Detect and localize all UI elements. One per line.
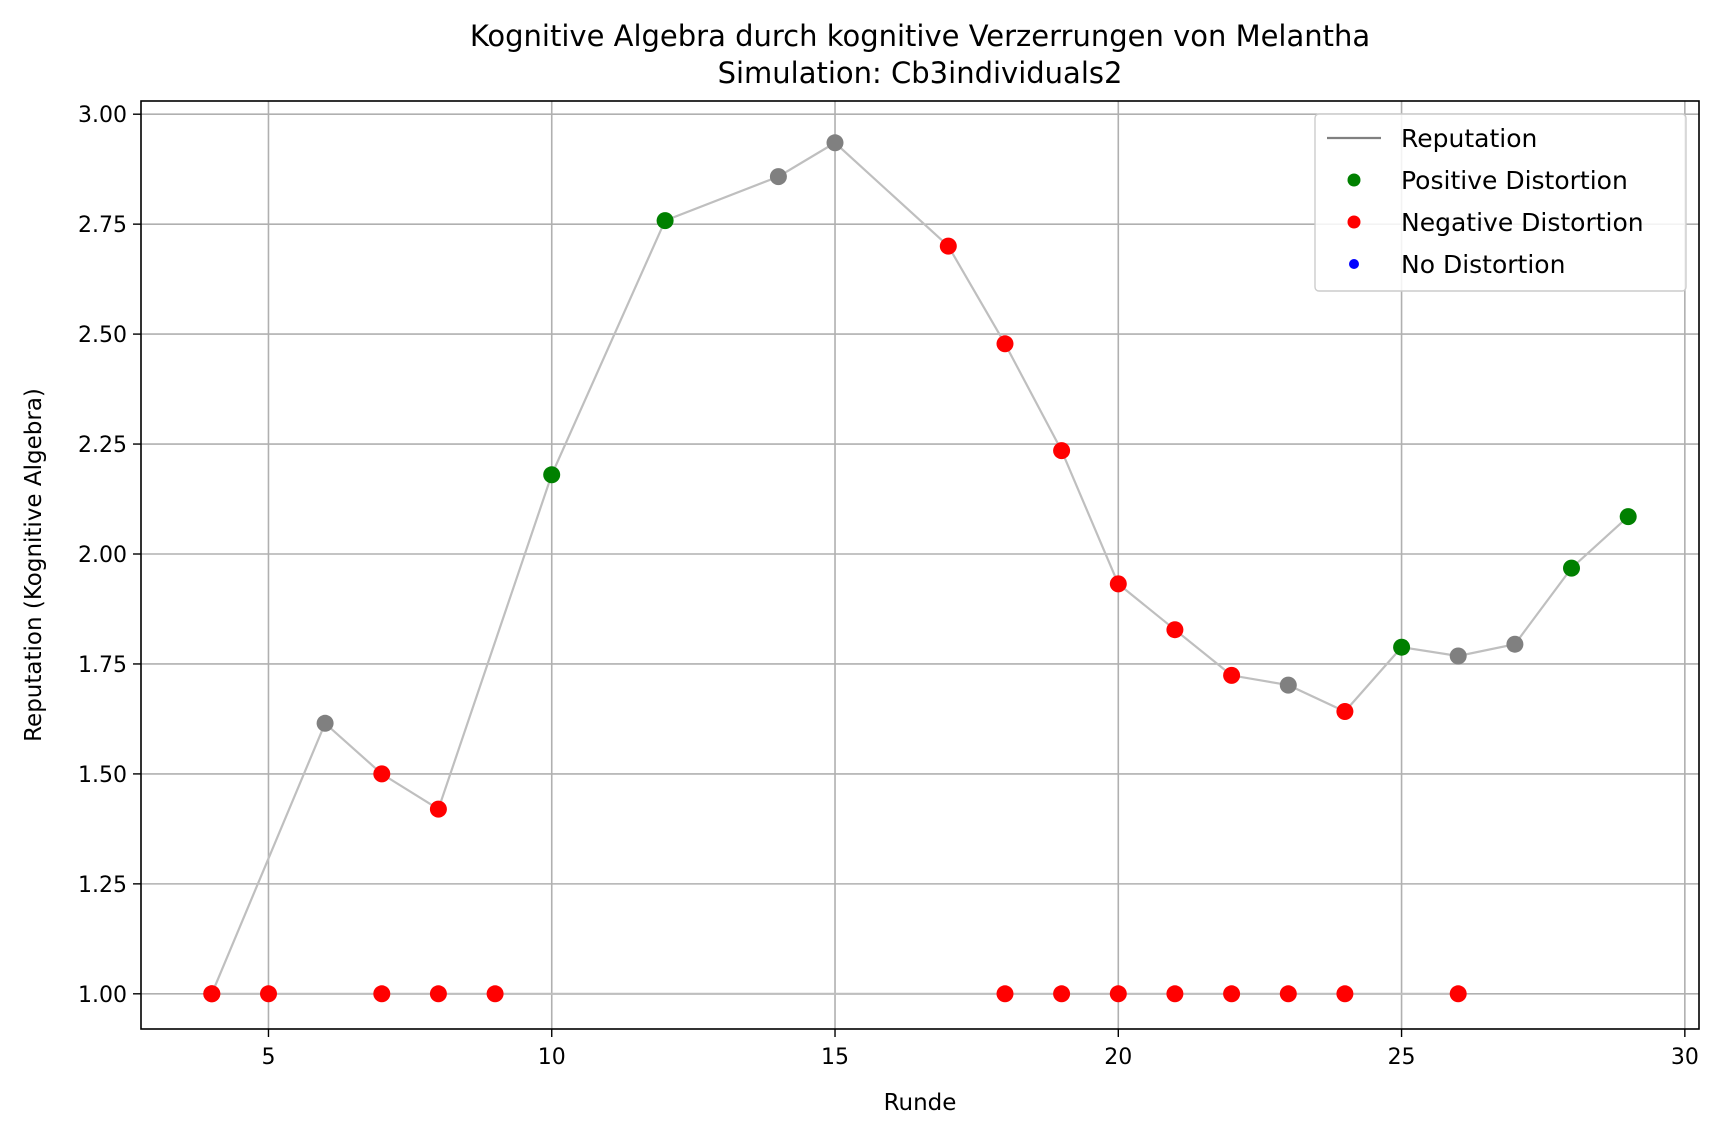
data-point-negative: [1336, 985, 1354, 1003]
data-point-neutral: [1279, 676, 1297, 694]
data-point-positive: [656, 212, 674, 230]
data-point-negative: [1166, 985, 1184, 1003]
chart-title: Kognitive Algebra durch kognitive Verzer…: [470, 19, 1370, 53]
data-point-negative: [996, 335, 1014, 353]
data-point-negative: [486, 985, 504, 1003]
x-tick-label: 5: [261, 1045, 275, 1070]
data-point-positive: [1563, 559, 1580, 577]
x-axis-label: Runde: [884, 1090, 957, 1116]
y-tick-label: 2.25: [78, 433, 127, 458]
data-points: [203, 134, 1637, 1003]
legend-marker-swatch: [1349, 259, 1359, 269]
data-point-negative: [1053, 442, 1071, 460]
x-tick-label: 25: [1388, 1045, 1416, 1070]
y-tick-label: 2.75: [78, 213, 127, 238]
legend-marker-swatch: [1347, 215, 1361, 229]
legend-box: [1314, 113, 1687, 292]
data-point-negative: [939, 237, 957, 255]
data-point-neutral: [826, 134, 844, 152]
data-point-neutral: [1449, 647, 1467, 665]
y-tick-label: 1.25: [78, 873, 127, 898]
data-point-neutral: [316, 714, 334, 732]
data-point-negative: [1336, 703, 1354, 720]
x-tick-label: 30: [1671, 1045, 1699, 1070]
data-point-negative: [260, 985, 277, 1003]
x-tick-label: 20: [1104, 1045, 1132, 1070]
y-tick-label: 3.00: [78, 103, 127, 128]
y-tick-label: 1.00: [78, 983, 127, 1008]
y-tick-label: 1.50: [78, 763, 127, 788]
data-point-positive: [1619, 508, 1637, 526]
data-point-neutral: [769, 168, 787, 186]
data-point-negative: [1166, 621, 1184, 639]
y-tick-label: 2.50: [78, 323, 127, 348]
data-point-negative: [429, 800, 447, 818]
y-axis-label: Reputation (Kognitive Algebra): [21, 388, 47, 742]
chart-subtitle: Simulation: Cb3individuals2: [718, 56, 1123, 90]
data-point-negative: [1279, 985, 1297, 1003]
legend-label: Negative Distortion: [1401, 208, 1644, 237]
data-point-negative: [1223, 985, 1241, 1003]
data-point-positive: [543, 466, 561, 484]
legend-label: Reputation: [1401, 124, 1537, 153]
axis-ticks: 5 10 15 20 25 30 1.00 1.25 1.50 1.75 2.00 2.25 2.50 2…: [78, 103, 1699, 1070]
data-point-negative: [203, 985, 221, 1003]
data-point-negative: [1109, 985, 1127, 1003]
plot-frame: [140, 100, 1700, 1030]
x-tick-label: 10: [538, 1045, 566, 1070]
data-point-neutral: [1506, 635, 1524, 653]
legend-label: No Distortion: [1401, 250, 1565, 279]
data-point-negative: [373, 765, 391, 783]
data-point-negative: [1223, 666, 1241, 684]
data-point-negative: [1053, 985, 1071, 1003]
legend-label: Positive Distortion: [1401, 166, 1628, 195]
y-tick-label: 2.00: [78, 543, 127, 568]
data-point-negative: [373, 985, 391, 1003]
y-tick-label: 1.75: [78, 653, 127, 678]
grid: [141, 101, 1699, 1029]
data-point-positive: [1393, 638, 1411, 656]
data-point-negative: [429, 985, 447, 1003]
data-point-negative: [996, 985, 1014, 1003]
legend: Reputation Positive Distortion Negative Di…: [1314, 113, 1687, 292]
data-point-negative: [1449, 985, 1467, 1003]
data-point-negative: [1109, 575, 1127, 593]
x-tick-label: 15: [821, 1045, 849, 1070]
legend-marker-swatch: [1347, 173, 1361, 187]
